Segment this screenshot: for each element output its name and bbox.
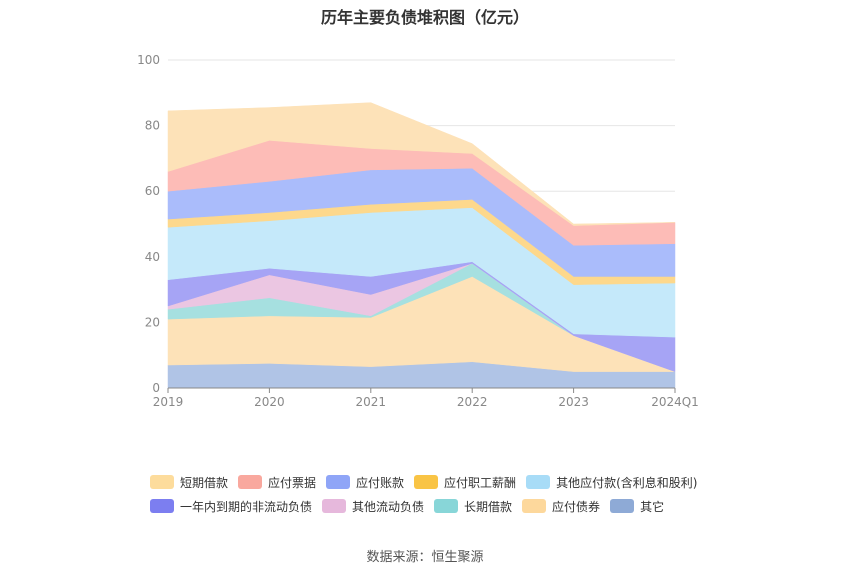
- legend-label: 其它: [640, 499, 665, 514]
- x-tick-label: 2022: [457, 395, 488, 409]
- x-tick-label: 2024Q1: [651, 395, 699, 409]
- legend-item[interactable]: 应付账款: [326, 474, 404, 491]
- legend-item[interactable]: 应付票据: [238, 474, 316, 491]
- area-series: [167, 102, 676, 389]
- legend-row: 短期借款 应付票据 应付账款 应付职工薪酬 其他应付款(含利息和股利): [150, 470, 710, 494]
- legend-item[interactable]: 短期借款: [150, 474, 228, 491]
- legend-item[interactable]: 应付职工薪酬: [414, 474, 516, 491]
- y-tick-label: 100: [137, 53, 160, 67]
- legend-swatch: [522, 499, 547, 513]
- y-tick-label: 20: [145, 315, 160, 329]
- legend-swatch: [610, 499, 635, 513]
- x-tick-label: 2019: [153, 395, 184, 409]
- legend-label: 其他应付款(含利息和股利): [556, 475, 698, 490]
- legend-label: 其他流动负债: [352, 499, 425, 514]
- legend-item[interactable]: 其它: [610, 498, 664, 515]
- y-tick-label: 40: [145, 250, 160, 264]
- y-tick-label: 80: [145, 119, 160, 133]
- data-source: 数据来源：恒生聚源: [366, 550, 484, 565]
- y-tick-label: 0: [152, 381, 160, 395]
- legend-label: 长期借款: [464, 499, 513, 514]
- legend-swatch: [526, 475, 551, 489]
- legend-label: 应付账款: [356, 475, 405, 490]
- legend-row: 一年内到期的非流动负债 其他流动负债 长期借款 应付债券 其它: [150, 494, 710, 518]
- legend-item[interactable]: 其他应付款(含利息和股利): [526, 474, 697, 491]
- legend-label: 一年内到期的非流动负债: [180, 499, 313, 514]
- legend-swatch: [434, 499, 459, 513]
- legend-item[interactable]: 长期借款: [434, 498, 512, 515]
- legend-swatch: [414, 475, 439, 489]
- legend-swatch: [322, 499, 347, 513]
- legend-label: 应付债券: [552, 499, 601, 514]
- y-tick-label: 60: [145, 184, 160, 198]
- legend: 短期借款 应付票据 应付账款 应付职工薪酬 其他应付款(含利息和股利) 一年内到期的非流动…: [150, 470, 710, 518]
- x-tick-label: 2023: [558, 395, 589, 409]
- area-9: [167, 102, 676, 226]
- axes: 0 20 40 60 80 100 2019 2020 2021 2022 2023 2024Q1: [137, 53, 699, 409]
- legend-label: 应付职工薪酬: [444, 475, 517, 490]
- x-tick-label: 2021: [356, 395, 387, 409]
- legend-item[interactable]: 其他流动负债: [322, 498, 424, 515]
- x-tick-label: 2020: [254, 395, 285, 409]
- chart-title: 历年主要负债堆积图（亿元）: [320, 8, 529, 27]
- legend-item[interactable]: 一年内到期的非流动负债: [150, 498, 312, 515]
- legend-swatch: [238, 475, 263, 489]
- legend-item[interactable]: 应付债券: [522, 498, 600, 515]
- legend-swatch: [150, 499, 174, 513]
- legend-label: 短期借款: [180, 475, 229, 490]
- legend-swatch: [150, 475, 174, 489]
- legend-label: 应付票据: [268, 475, 317, 490]
- legend-swatch: [326, 475, 351, 489]
